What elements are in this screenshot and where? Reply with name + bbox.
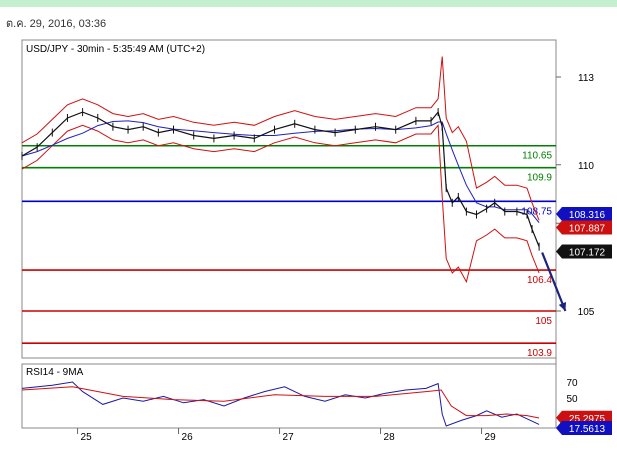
time-tick-label-2: 27 (283, 432, 295, 443)
price-line (21, 110, 540, 247)
bollinger-bands (21, 56, 540, 284)
rsi-label: RSI14 - 9MA (26, 367, 84, 378)
price-badge-0 (556, 207, 612, 222)
price-badges: 108.316 107.887 107.172 (556, 207, 612, 259)
projection-line (541, 252, 567, 312)
level-label-1: 109.9 (527, 173, 552, 184)
time-tick-label-0: 25 (81, 432, 93, 443)
rsi-ma-line (21, 386, 540, 419)
time-axis: 25 26 27 28 29 (77, 428, 497, 443)
price-tick-label-0: 113 (578, 73, 594, 84)
rsi-tick-label-1: 50 (566, 394, 578, 405)
level-label-0: 110.65 (522, 151, 552, 162)
projection-arrow (541, 252, 567, 312)
date-time: ต.ค. 29, 2016, 03:36 (6, 18, 107, 30)
rsi-badge-1 (556, 420, 612, 435)
rsi-badge-label-0: 25.2975 (569, 414, 606, 425)
moving-average (21, 120, 540, 224)
rsi-tick-label-0: 70 (566, 378, 578, 389)
time-tick-label-3: 28 (384, 432, 396, 443)
price-axis: 113110108105 (556, 73, 595, 318)
price-badge-1 (556, 220, 612, 235)
band-lower (21, 123, 540, 284)
price-badge-2 (556, 244, 612, 259)
rsi-badge-label-1: 17.5613 (569, 424, 606, 435)
price-panel (21, 39, 557, 359)
price-badge-label-2: 107.172 (569, 247, 606, 258)
top-green-strip (0, 0, 617, 7)
price-badge-label-1: 107.887 (569, 224, 606, 235)
price-badge-label-0: 108.316 (569, 210, 606, 221)
price-tick-label-3: 105 (578, 307, 595, 318)
level-label-4: 105 (535, 316, 552, 327)
rsi-panel (21, 363, 557, 429)
time-tick-label-1: 26 (182, 432, 194, 443)
price-series (21, 108, 540, 251)
time-tick-label-4: 29 (485, 432, 497, 443)
level-lines: 110.65 109.9 108.75 106.4 105 103.9 (22, 144, 556, 359)
level-label-5: 103.9 (527, 348, 552, 359)
price-tick-label-1: 110 (578, 161, 594, 172)
level-label-2: 108.75 (521, 206, 552, 217)
top-bar: ต.ค. 29, 2016, 03:36 (0, 0, 617, 38)
projection-arrowhead (558, 302, 567, 311)
band-upper (21, 56, 540, 221)
chart-title: USD/JPY - 30min - 5:35:49 AM (UTC+2) (26, 44, 205, 55)
level-label-3: 106.4 (527, 275, 552, 286)
